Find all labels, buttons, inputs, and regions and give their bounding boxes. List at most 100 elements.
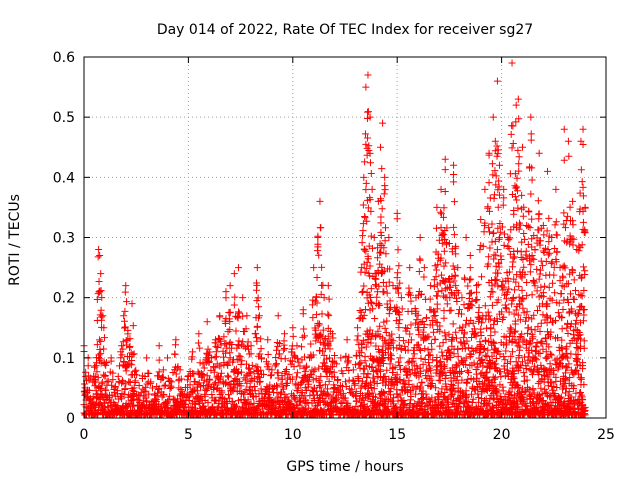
data-point-dense	[416, 256, 424, 264]
data-point-dense	[231, 293, 239, 301]
data-point	[143, 354, 151, 362]
data-point-dense	[431, 336, 439, 344]
data-point-dense	[234, 381, 242, 389]
data-point-dense	[307, 340, 315, 348]
data-point-dense	[440, 262, 448, 270]
data-point-dense	[299, 310, 307, 318]
data-point-dense	[420, 273, 428, 281]
data-point	[337, 354, 345, 362]
data-point-dense	[186, 392, 194, 400]
data-point-dense	[345, 353, 353, 361]
data-point-dense	[189, 399, 197, 407]
data-point-dense	[319, 326, 327, 334]
data-point-dense	[315, 251, 323, 259]
data-point-dense	[362, 247, 370, 255]
data-marks	[80, 59, 589, 419]
data-point-dense	[314, 240, 322, 248]
data-point	[462, 234, 470, 241]
data-point-dense	[293, 355, 301, 363]
data-point-dense	[362, 186, 370, 194]
data-point-dense	[551, 289, 559, 297]
data-point-dense	[204, 399, 212, 407]
data-point-dense	[415, 268, 423, 276]
data-point-dense	[255, 378, 263, 386]
data-point	[280, 330, 288, 338]
data-point-dense	[450, 198, 458, 206]
data-point-dense	[525, 208, 533, 216]
data-point-dense	[560, 209, 568, 217]
data-point-dense	[215, 379, 223, 387]
data-point	[199, 360, 207, 368]
data-point-dense	[119, 338, 127, 346]
data-point	[349, 366, 357, 374]
data-point-dense	[159, 374, 167, 382]
data-point-dense	[317, 224, 325, 232]
data-point	[354, 324, 362, 332]
data-point-dense	[293, 369, 301, 377]
data-point	[397, 294, 405, 302]
data-point-dense	[218, 387, 226, 395]
data-point-dense	[239, 312, 247, 320]
data-point-dense	[290, 363, 298, 371]
data-point-dense	[226, 326, 234, 334]
data-point-dense	[364, 134, 372, 142]
data-point-dense	[360, 260, 368, 268]
data-point-dense	[152, 395, 160, 403]
data-point-dense	[368, 299, 376, 307]
data-point-dense	[256, 350, 264, 358]
data-point-dense	[440, 230, 448, 238]
data-point-dense	[245, 345, 253, 353]
data-point-dense	[317, 290, 325, 298]
data-point-dense	[361, 306, 369, 314]
data-point-dense	[216, 313, 224, 321]
data-point-dense	[334, 376, 342, 384]
data-point-dense	[440, 247, 448, 255]
data-point	[253, 264, 261, 272]
data-point-dense	[440, 204, 448, 212]
data-point-dense	[160, 382, 168, 390]
data-point-dense	[370, 374, 378, 382]
data-point	[441, 155, 449, 163]
data-point-dense	[224, 372, 232, 380]
data-point-dense	[302, 399, 310, 407]
data-point-dense	[312, 402, 320, 410]
data-point-dense	[98, 378, 106, 386]
data-point-dense	[578, 178, 586, 186]
data-point-dense	[204, 345, 212, 353]
data-point-dense	[376, 301, 384, 309]
data-point	[362, 83, 370, 91]
data-point-dense	[358, 239, 366, 247]
data-point-dense	[515, 160, 523, 168]
data-point-dense	[393, 215, 401, 223]
data-point	[159, 366, 167, 374]
data-point-dense	[133, 371, 141, 379]
data-point	[226, 282, 234, 290]
data-point-dense	[478, 273, 486, 281]
y-tick-label: 0.4	[53, 170, 75, 186]
data-point-dense	[513, 183, 521, 191]
data-point	[445, 240, 453, 248]
data-point-dense	[177, 375, 185, 383]
data-point-dense	[298, 378, 306, 386]
data-point-dense	[366, 326, 374, 334]
data-point	[120, 312, 128, 320]
data-point-dense	[537, 319, 545, 327]
data-point	[235, 264, 243, 272]
data-point-dense	[475, 304, 483, 312]
data-point-dense	[113, 387, 121, 395]
data-point-dense	[533, 339, 541, 347]
data-point-dense	[328, 399, 336, 407]
data-point-dense	[143, 397, 151, 405]
data-point-dense	[485, 207, 493, 215]
data-point-dense	[91, 363, 99, 371]
data-point-dense	[294, 358, 302, 366]
data-point-dense	[357, 308, 365, 316]
data-point-dense	[254, 294, 262, 302]
data-point-dense	[315, 364, 323, 372]
chart-title: Day 014 of 2022, Rate Of TEC Index for r…	[157, 22, 533, 38]
data-point-dense	[519, 212, 527, 220]
data-point-dense	[345, 366, 353, 374]
data-point-dense	[484, 203, 492, 211]
data-point-dense	[255, 312, 263, 320]
data-point-dense	[367, 298, 375, 306]
